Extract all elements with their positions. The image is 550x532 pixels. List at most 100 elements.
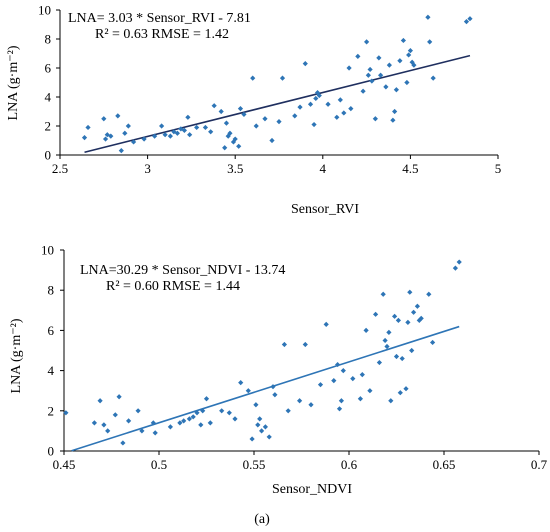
data-point: [187, 132, 193, 138]
data-point: [219, 408, 225, 414]
y-axis-label: LNA (g·m⁻²): [9, 318, 24, 393]
data-point: [285, 408, 291, 414]
data-point: [346, 65, 352, 71]
data-point: [393, 353, 400, 360]
y-tick-label: 4: [45, 90, 52, 105]
data-point: [250, 75, 256, 81]
data-point: [130, 139, 137, 145]
data-point: [388, 398, 394, 404]
regression-equation: LNA= 3.03 * Sensor_RVI - 7.81: [68, 11, 251, 26]
data-point: [238, 380, 244, 386]
data-point: [395, 317, 401, 323]
x-axis-label: Sensor_NDVI: [272, 482, 352, 497]
data-point: [245, 388, 251, 394]
data-point: [292, 113, 298, 119]
data-point: [405, 319, 411, 325]
data-point: [399, 355, 405, 362]
data-point: [177, 420, 183, 426]
data-point: [357, 396, 363, 402]
trendline: [71, 325, 460, 452]
data-point: [363, 327, 369, 333]
x-axis-label: Sensor_RVI: [291, 202, 359, 217]
data-point: [208, 129, 214, 135]
data-point: [200, 408, 206, 414]
data-point: [63, 410, 69, 416]
x-tick-label: 0.65: [433, 457, 456, 472]
data-point: [122, 130, 128, 136]
data-point: [135, 408, 141, 414]
data-point: [270, 384, 276, 390]
data-point: [237, 106, 244, 112]
y-tick-label: 0: [45, 148, 52, 163]
y-axis-label: LNA (g·m⁻²): [6, 45, 21, 120]
data-point: [338, 398, 344, 404]
data-point: [85, 124, 91, 131]
data-point: [397, 390, 403, 396]
data-point: [452, 265, 458, 271]
data-point: [325, 101, 331, 107]
regression-stats: R² = 0.60 RMSE = 1.44: [106, 279, 240, 294]
y-tick-label: 2: [48, 403, 55, 418]
data-point: [115, 113, 121, 119]
x-tick-label: 3: [144, 161, 151, 176]
data-point: [386, 62, 392, 68]
data-point: [125, 123, 131, 129]
data-point: [126, 418, 132, 424]
y-tick-label: 6: [48, 323, 55, 338]
data-point: [414, 303, 420, 309]
data-point: [81, 135, 88, 141]
data-point: [162, 132, 168, 138]
data-point: [141, 136, 147, 142]
data-point: [456, 259, 462, 265]
data-point: [167, 133, 173, 139]
data-point: [281, 341, 287, 348]
data-point: [194, 410, 200, 416]
data-point: [91, 420, 97, 426]
data-point: [337, 97, 343, 103]
data-point: [311, 121, 317, 128]
data-point: [407, 289, 413, 295]
data-point: [392, 108, 398, 115]
data-point: [406, 52, 412, 58]
data-point: [409, 347, 415, 354]
data-point: [108, 133, 114, 139]
data-point: [297, 104, 303, 110]
data-point: [378, 72, 384, 78]
x-tick-label: 0.55: [243, 457, 266, 472]
data-point: [409, 59, 415, 65]
data-point: [202, 124, 209, 131]
y-tick-label: 10: [41, 245, 54, 258]
data-point: [266, 434, 272, 440]
data-point: [426, 291, 432, 297]
data-point: [376, 55, 382, 61]
data-point: [152, 133, 158, 139]
data-point: [181, 127, 187, 133]
data-point: [411, 309, 417, 315]
data-point: [218, 108, 224, 115]
data-point: [383, 84, 389, 90]
data-point: [407, 48, 413, 54]
data-point: [232, 416, 238, 422]
data-point: [397, 58, 403, 64]
data-point: [159, 123, 165, 129]
data-point: [223, 120, 230, 126]
chart-ndvi: LNA=30.29 * Sensor_NDVI - 13.74 R² = 0.6…: [9, 245, 548, 497]
data-point: [276, 119, 282, 125]
x-tick-label: 5: [495, 161, 502, 176]
data-point: [403, 386, 409, 392]
tick-labels: 0.45 0.5 0.55 0.6 0.65 0.7 0 2 4 6 8 10: [41, 245, 548, 472]
data-point: [392, 313, 398, 319]
tick-labels: 2.5 3 3.5 4 4.5 5 0 2 4 6 8 10: [38, 3, 501, 177]
data-point: [259, 428, 265, 434]
data-point: [316, 92, 322, 99]
y-tick-label: 4: [48, 363, 55, 378]
data-point: [255, 422, 261, 428]
y-tick-label: 10: [38, 3, 51, 18]
data-point: [427, 39, 433, 45]
data-point: [369, 78, 375, 84]
data-point: [364, 39, 370, 45]
data-point: [350, 376, 356, 382]
data-point: [241, 111, 247, 117]
data-point: [198, 422, 204, 428]
data-point: [253, 402, 259, 408]
